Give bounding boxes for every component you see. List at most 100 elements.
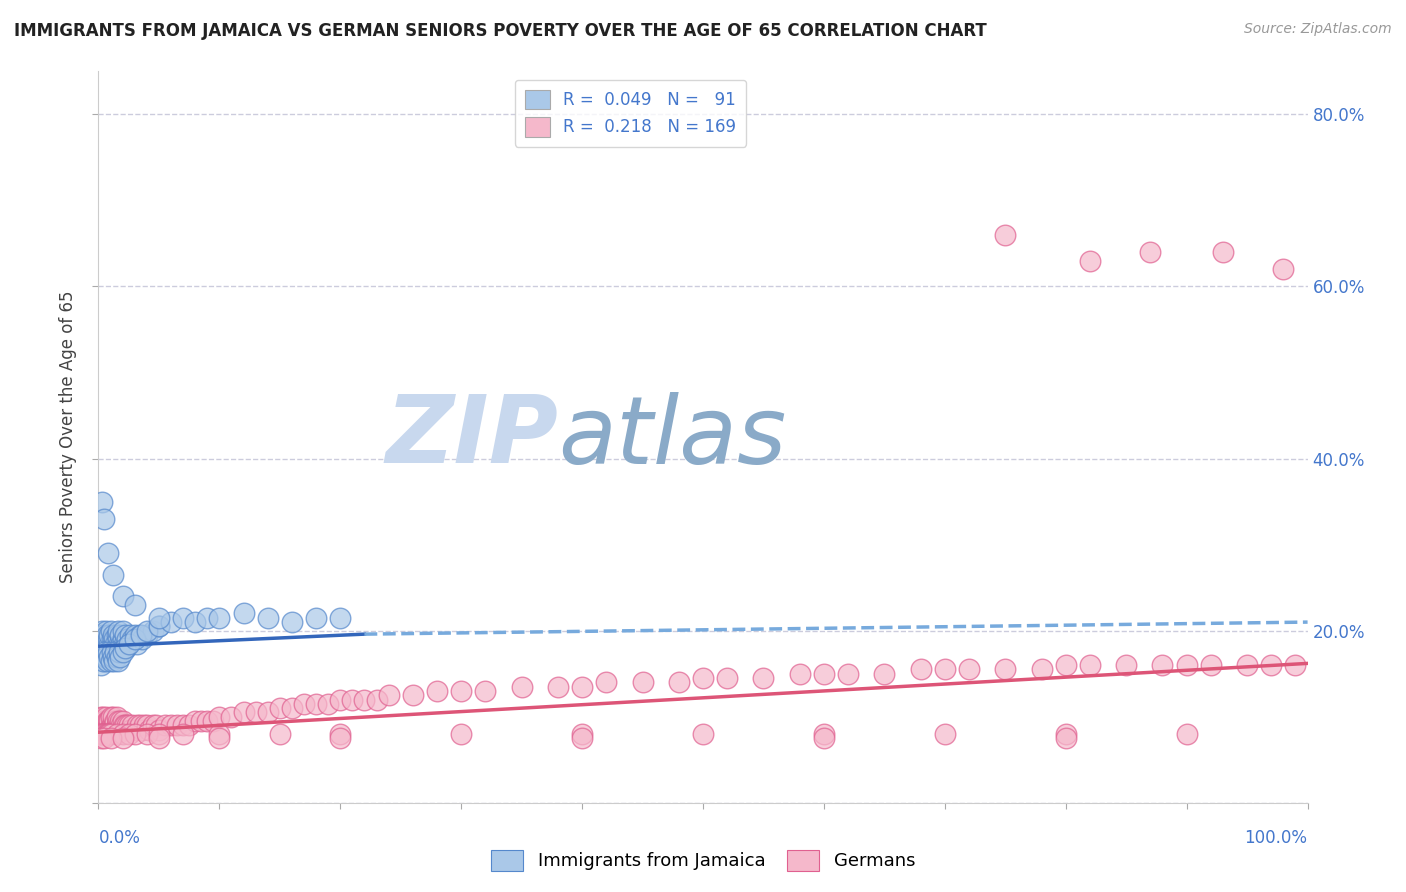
- Point: [1054, 658, 1077, 673]
- Point: [98, 628, 121, 642]
- Point: [450, 727, 472, 741]
- Point: [1175, 727, 1198, 741]
- Point: [96, 628, 118, 642]
- Point: [105, 718, 128, 732]
- Point: [105, 649, 128, 664]
- Point: [96, 714, 118, 728]
- Point: [115, 640, 138, 655]
- Point: [108, 637, 131, 651]
- Point: [131, 632, 153, 647]
- Point: [100, 624, 122, 638]
- Point: [94, 640, 117, 655]
- Point: [118, 718, 141, 732]
- Point: [93, 637, 115, 651]
- Point: [1199, 658, 1222, 673]
- Point: [329, 611, 352, 625]
- Point: [329, 692, 352, 706]
- Point: [134, 718, 156, 732]
- Point: [114, 718, 136, 732]
- Point: [1115, 658, 1137, 673]
- Point: [1054, 731, 1077, 746]
- Point: [571, 727, 593, 741]
- Point: [305, 611, 328, 625]
- Point: [208, 611, 231, 625]
- Point: [934, 662, 956, 676]
- Point: [129, 628, 152, 642]
- Point: [91, 727, 114, 741]
- Point: [94, 649, 117, 664]
- Point: [93, 718, 115, 732]
- Point: [89, 723, 111, 737]
- Point: [110, 723, 132, 737]
- Point: [96, 637, 118, 651]
- Point: [104, 723, 127, 737]
- Point: [190, 714, 212, 728]
- Point: [91, 710, 114, 724]
- Point: [100, 718, 122, 732]
- Point: [124, 727, 146, 741]
- Point: [934, 727, 956, 741]
- Point: [101, 567, 124, 582]
- Point: [994, 227, 1017, 242]
- Point: [96, 718, 118, 732]
- Point: [510, 680, 533, 694]
- Point: [138, 723, 160, 737]
- Point: [1078, 253, 1101, 268]
- Point: [103, 723, 125, 737]
- Point: [93, 731, 115, 746]
- Point: [127, 637, 149, 651]
- Point: [103, 640, 125, 655]
- Point: [90, 658, 112, 673]
- Point: [97, 645, 120, 659]
- Point: [692, 727, 714, 741]
- Text: atlas: atlas: [558, 392, 786, 483]
- Text: Source: ZipAtlas.com: Source: ZipAtlas.com: [1244, 22, 1392, 37]
- Point: [110, 718, 132, 732]
- Point: [111, 589, 134, 603]
- Point: [94, 710, 117, 724]
- Point: [90, 731, 112, 746]
- Point: [135, 718, 157, 732]
- Point: [208, 710, 231, 724]
- Point: [135, 628, 157, 642]
- Point: [96, 645, 118, 659]
- Point: [96, 654, 118, 668]
- Point: [1272, 262, 1295, 277]
- Point: [716, 671, 738, 685]
- Point: [104, 645, 127, 659]
- Y-axis label: Seniors Poverty Over the Age of 65: Seniors Poverty Over the Age of 65: [59, 291, 77, 583]
- Point: [172, 611, 194, 625]
- Point: [91, 718, 114, 732]
- Point: [245, 706, 267, 720]
- Point: [121, 718, 143, 732]
- Point: [1078, 658, 1101, 673]
- Point: [752, 671, 775, 685]
- Point: [97, 723, 120, 737]
- Point: [98, 718, 121, 732]
- Point: [195, 714, 218, 728]
- Point: [148, 619, 170, 633]
- Point: [1152, 658, 1174, 673]
- Point: [111, 645, 134, 659]
- Point: [145, 718, 167, 732]
- Point: [98, 637, 121, 651]
- Point: [108, 714, 131, 728]
- Point: [184, 714, 207, 728]
- Point: [108, 649, 131, 664]
- Point: [115, 723, 138, 737]
- Point: [148, 731, 170, 746]
- Point: [377, 688, 399, 702]
- Point: [118, 637, 141, 651]
- Point: [91, 714, 114, 728]
- Point: [105, 628, 128, 642]
- Point: [571, 731, 593, 746]
- Point: [107, 624, 129, 638]
- Point: [910, 662, 932, 676]
- Point: [114, 628, 136, 642]
- Point: [93, 714, 115, 728]
- Point: [160, 615, 183, 629]
- Point: [208, 727, 231, 741]
- Point: [124, 632, 146, 647]
- Point: [111, 727, 134, 741]
- Point: [208, 731, 231, 746]
